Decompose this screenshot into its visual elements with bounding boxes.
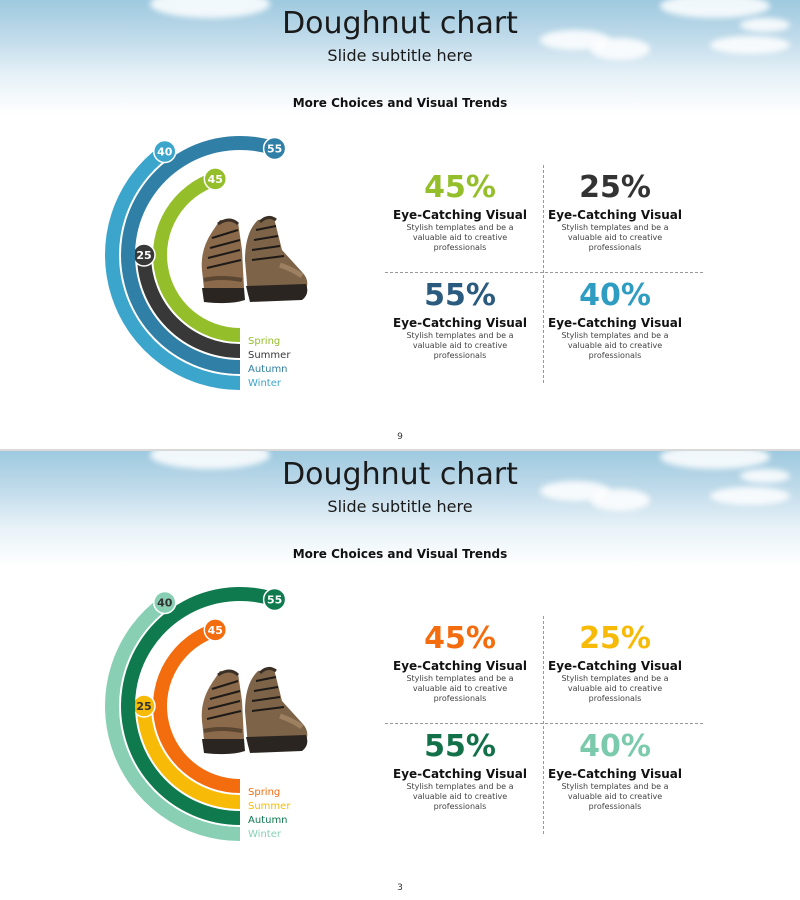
doughnut-arc-summer	[137, 254, 241, 358]
legend-item: Summer	[248, 801, 291, 812]
stat-percentage: 55%	[424, 729, 496, 764]
stat-block: 40% Eye-Catching Visual Stylish templates …	[535, 278, 695, 361]
doughnut-chart: 45 25 55 40	[105, 136, 287, 390]
doughnut-arc-autumn	[121, 136, 277, 374]
grid-divider-vertical	[543, 165, 544, 383]
chart-legend: Spring Summer Autumn Winter	[248, 786, 290, 842]
page-number: 3	[397, 883, 403, 893]
stat-block: 45% Eye-Catching Visual Stylish templates …	[380, 170, 540, 253]
stat-description: Stylish templates and be a valuable aid …	[561, 782, 669, 811]
page-number: 9	[397, 432, 403, 442]
stat-title: Eye-Catching Visual	[393, 767, 527, 781]
section-heading: More Choices and Visual Trends	[292, 547, 508, 561]
stats-grid: 45% Eye-Catching Visual Stylish templates …	[380, 611, 710, 836]
stat-title: Eye-Catching Visual	[548, 767, 682, 781]
stat-percentage: 40%	[579, 278, 651, 313]
stat-description: Stylish templates and be a valuable aid …	[406, 223, 514, 252]
doughnut-arc-winter	[105, 596, 241, 841]
doughnut-arc-autumn	[121, 587, 277, 825]
data-label-badge	[153, 590, 177, 615]
doughnut-arc-spring	[153, 623, 241, 793]
legend-item: Spring	[248, 787, 281, 798]
sky-background	[0, 0, 800, 115]
stat-percentage: 25%	[579, 170, 651, 205]
data-label-badge	[203, 167, 228, 191]
stat-description: Stylish templates and be a valuable aid …	[406, 782, 514, 811]
data-label: 45	[208, 173, 223, 186]
slide: Doughnut chart Slide subtitle here More …	[0, 451, 800, 900]
data-label: 25	[136, 700, 151, 713]
stat-description: Stylish templates and be a valuable aid …	[406, 674, 514, 703]
slide: Doughnut chart Slide subtitle here More …	[0, 0, 800, 449]
doughnut-arc-summer	[137, 705, 241, 809]
stat-title: Eye-Catching Visual	[548, 208, 682, 222]
data-label-badge	[153, 139, 177, 164]
stat-title: Eye-Catching Visual	[393, 208, 527, 222]
stat-block: 25% Eye-Catching Visual Stylish templates …	[535, 621, 695, 704]
data-label-badge	[262, 587, 287, 612]
data-label: 25	[136, 249, 151, 262]
stat-title: Eye-Catching Visual	[548, 316, 682, 330]
legend-item: Winter	[248, 829, 281, 840]
stat-percentage: 45%	[424, 170, 496, 205]
legend-item: Summer	[248, 350, 291, 361]
stat-title: Eye-Catching Visual	[548, 659, 682, 673]
stat-title: Eye-Catching Visual	[393, 316, 527, 330]
stat-percentage: 25%	[579, 621, 651, 656]
doughnut-arc-winter	[105, 145, 241, 390]
slide-title: Doughnut chart	[282, 457, 518, 492]
stat-block: 45% Eye-Catching Visual Stylish templates …	[380, 621, 540, 704]
stat-description: Stylish templates and be a valuable aid …	[561, 674, 669, 703]
stat-percentage: 40%	[579, 729, 651, 764]
stat-percentage: 55%	[424, 278, 496, 313]
slide-subtitle: Slide subtitle here	[327, 497, 473, 516]
stats-grid: 45% Eye-Catching Visual Stylish templates …	[380, 160, 710, 385]
data-label: 40	[157, 596, 173, 609]
hiking-boots-image	[201, 215, 308, 304]
doughnut-arc-spring	[153, 172, 241, 342]
doughnut-chart: 45 25 55 40	[105, 587, 287, 841]
stat-title: Eye-Catching Visual	[393, 659, 527, 673]
stat-block: 25% Eye-Catching Visual Stylish templates …	[535, 170, 695, 253]
sky-background	[0, 451, 800, 566]
grid-divider-horizontal	[385, 272, 703, 273]
chart-legend: Spring Summer Autumn Winter	[248, 335, 290, 391]
hiking-boots-image	[201, 666, 308, 755]
data-label: 55	[267, 142, 282, 155]
legend-item: Autumn	[248, 364, 288, 375]
legend-item: Autumn	[248, 815, 288, 826]
grid-divider-vertical	[543, 616, 544, 834]
data-label: 40	[157, 145, 173, 158]
slide-subtitle: Slide subtitle here	[327, 46, 473, 65]
data-label-badge	[262, 136, 287, 161]
stat-block: 55% Eye-Catching Visual Stylish templates …	[380, 729, 540, 812]
data-label-badge	[203, 618, 228, 642]
stat-percentage: 45%	[424, 621, 496, 656]
legend-item: Spring	[248, 336, 281, 347]
stat-block: 40% Eye-Catching Visual Stylish templates …	[535, 729, 695, 812]
stat-description: Stylish templates and be a valuable aid …	[561, 223, 669, 252]
stat-block: 55% Eye-Catching Visual Stylish templates …	[380, 278, 540, 361]
data-label: 55	[267, 593, 282, 606]
stat-description: Stylish templates and be a valuable aid …	[561, 331, 669, 360]
stat-description: Stylish templates and be a valuable aid …	[406, 331, 514, 360]
data-label: 45	[208, 624, 223, 637]
grid-divider-horizontal	[385, 723, 703, 724]
slide-title: Doughnut chart	[282, 6, 518, 41]
section-heading: More Choices and Visual Trends	[292, 96, 508, 110]
slide-divider	[0, 449, 800, 451]
legend-item: Winter	[248, 378, 281, 389]
